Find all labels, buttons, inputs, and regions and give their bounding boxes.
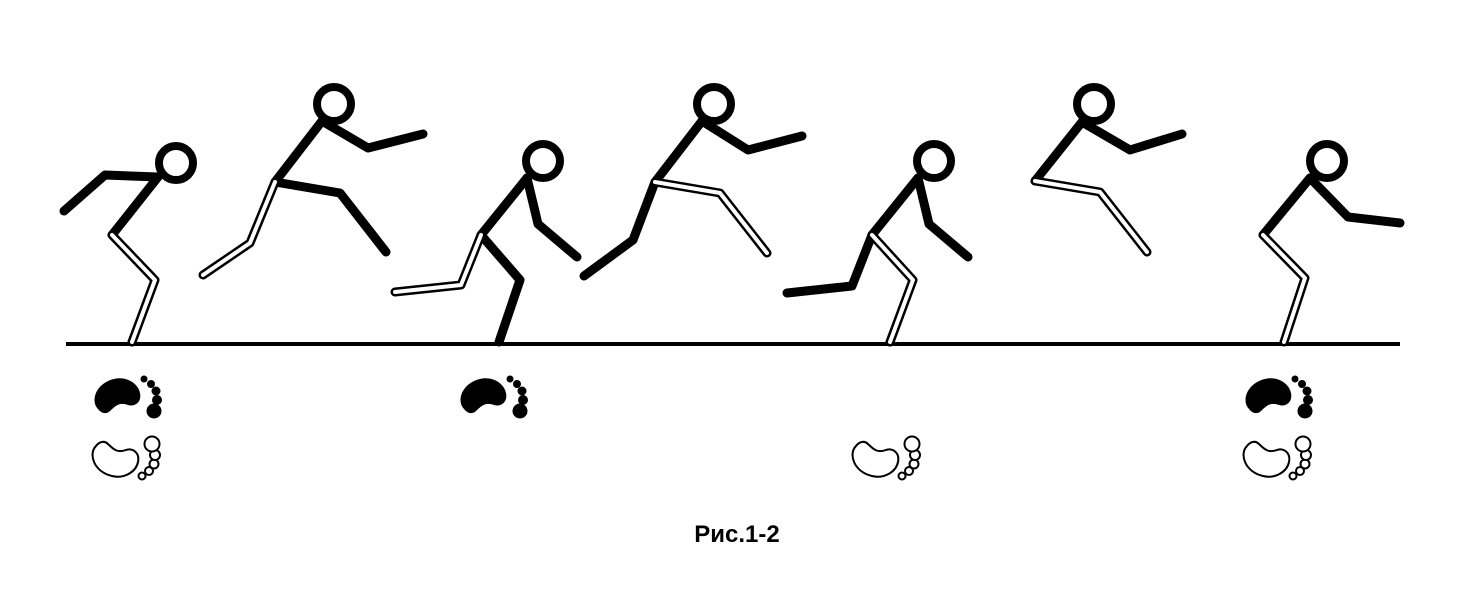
figure-1-crouch <box>59 142 197 347</box>
figure-4-flight <box>579 83 807 281</box>
footprint-left-filled-icon <box>460 375 528 419</box>
figure-2-flight <box>198 83 428 280</box>
figure-3-step <box>390 140 582 347</box>
figure-5-step <box>782 140 973 347</box>
footprint-right-outline-icon <box>851 435 921 481</box>
footprint-left-filled-icon <box>94 375 162 419</box>
footprint-right-outline-icon <box>1242 435 1312 481</box>
figure-caption: Рис.1-2 <box>694 521 780 548</box>
footprint-right-outline-icon <box>91 435 161 481</box>
figure-7-landing <box>1258 140 1405 347</box>
figure-6-flight <box>1030 83 1187 257</box>
footprint-left-filled-icon <box>1245 375 1313 419</box>
